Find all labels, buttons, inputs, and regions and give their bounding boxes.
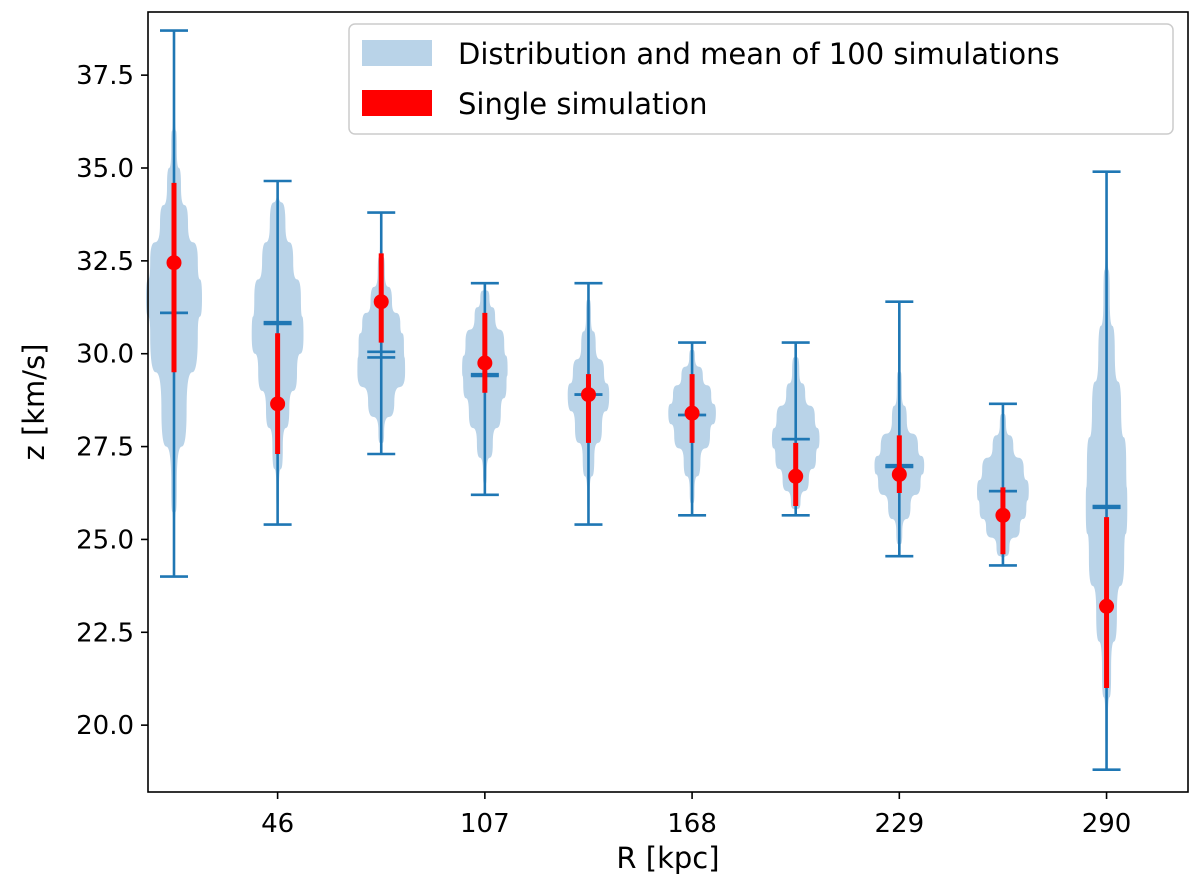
legend-swatch-single — [362, 90, 432, 116]
single-sim-point — [1099, 598, 1115, 614]
single-sim-point — [270, 396, 286, 412]
y-tick-label: 30.0 — [76, 340, 134, 370]
single-sim-point — [580, 387, 596, 403]
y-tick-label: 25.0 — [76, 525, 134, 555]
x-axis-ticks: 46 107 168 229 290 — [261, 792, 1131, 839]
legend-swatch-distribution — [362, 40, 432, 66]
single-simulation-layer — [166, 182, 1115, 688]
x-tick-label: 107 — [460, 809, 510, 839]
single-sim-point — [995, 507, 1011, 523]
x-tick-label: 168 — [667, 809, 717, 839]
x-tick-label: 290 — [1082, 809, 1132, 839]
single-sim-point — [684, 405, 700, 421]
y-tick-label: 22.5 — [76, 618, 134, 648]
y-axis-ticks: 20.0 22.5 25.0 27.5 30.0 32.5 35.0 37.5 — [76, 61, 148, 741]
x-axis-label: R [kpc] — [616, 841, 719, 875]
legend: Distribution and mean of 100 simulations… — [348, 23, 1174, 135]
single-sim-point — [373, 294, 389, 310]
single-sim-point — [891, 466, 907, 482]
single-sim-point — [166, 255, 182, 271]
y-tick-label: 35.0 — [76, 154, 134, 184]
y-axis-label: z [km/s] — [17, 344, 51, 461]
y-tick-label: 27.5 — [76, 433, 134, 463]
legend-label-distribution: Distribution and mean of 100 simulations — [458, 37, 1060, 71]
y-tick-label: 37.5 — [76, 61, 134, 91]
x-tick-label: 229 — [874, 809, 924, 839]
x-tick-label: 46 — [261, 809, 294, 839]
single-sim-point — [477, 355, 493, 371]
single-sim-point — [788, 468, 804, 484]
legend-box — [348, 23, 1174, 135]
y-tick-label: 20.0 — [76, 711, 134, 741]
plot-frame — [147, 11, 1189, 793]
legend-label-single: Single simulation — [458, 87, 708, 121]
plot-background — [148, 12, 1188, 792]
y-tick-label: 32.5 — [76, 247, 134, 277]
